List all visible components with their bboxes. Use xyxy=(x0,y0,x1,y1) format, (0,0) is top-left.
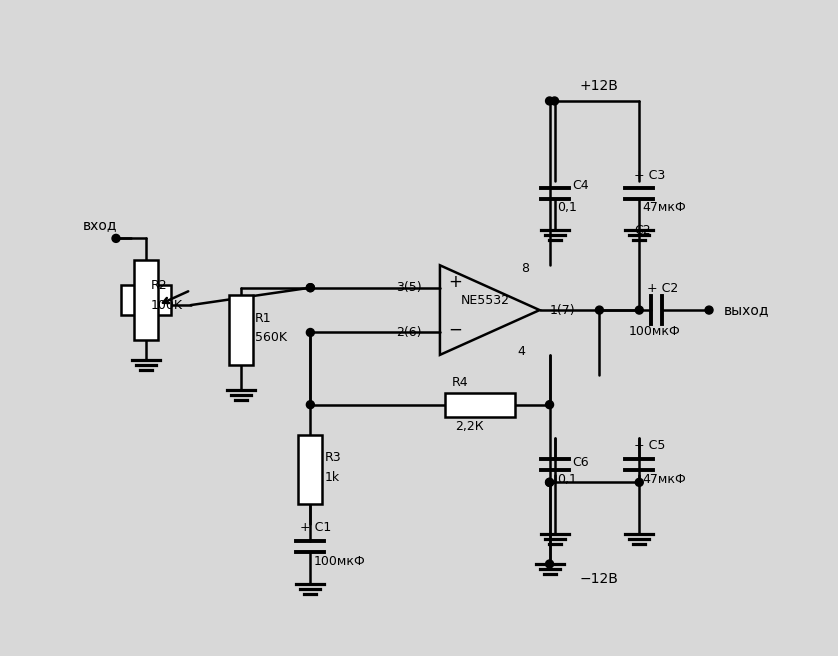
Text: R1: R1 xyxy=(255,312,272,325)
Text: R4: R4 xyxy=(452,377,468,389)
Circle shape xyxy=(546,560,554,568)
Text: 0,1: 0,1 xyxy=(557,473,577,486)
Text: + C1: + C1 xyxy=(300,521,332,533)
Text: R2: R2 xyxy=(151,279,168,292)
Text: вход: вход xyxy=(83,218,117,232)
Text: 47мкФ: 47мкФ xyxy=(642,201,686,214)
Text: 2,2К: 2,2К xyxy=(456,420,484,433)
Text: +: + xyxy=(448,273,462,291)
Text: NE5532: NE5532 xyxy=(460,294,510,306)
Text: 4: 4 xyxy=(518,346,525,358)
Text: R3: R3 xyxy=(324,451,341,464)
Text: 0,1: 0,1 xyxy=(557,201,577,214)
Circle shape xyxy=(596,306,603,314)
Text: C2: C2 xyxy=(634,224,651,237)
Text: 3(5): 3(5) xyxy=(396,281,422,294)
Text: + C3: + C3 xyxy=(634,169,665,182)
Circle shape xyxy=(307,329,314,337)
Text: 100мкФ: 100мкФ xyxy=(628,325,680,338)
Circle shape xyxy=(546,401,554,409)
Text: C4: C4 xyxy=(572,179,589,192)
Bar xyxy=(229,295,252,365)
Circle shape xyxy=(635,478,644,486)
Bar xyxy=(121,285,171,315)
Circle shape xyxy=(546,478,554,486)
Text: 100K: 100K xyxy=(151,298,183,312)
Bar xyxy=(298,434,323,504)
Text: + C5: + C5 xyxy=(634,439,665,452)
Text: 47мкФ: 47мкФ xyxy=(642,473,686,486)
Text: 1(7): 1(7) xyxy=(550,304,575,317)
Circle shape xyxy=(551,97,559,105)
Text: C6: C6 xyxy=(572,456,589,469)
Circle shape xyxy=(546,97,554,105)
Text: −: − xyxy=(448,321,462,339)
Text: −12В: −12В xyxy=(579,572,618,586)
Text: 8: 8 xyxy=(520,262,529,275)
Bar xyxy=(134,260,158,340)
Text: 2(6): 2(6) xyxy=(396,326,422,339)
Text: выход: выход xyxy=(724,303,769,317)
Text: 100мкФ: 100мкФ xyxy=(313,554,365,567)
Circle shape xyxy=(705,306,713,314)
Bar xyxy=(445,393,515,417)
Text: 1k: 1k xyxy=(324,471,339,484)
Circle shape xyxy=(307,283,314,292)
Text: + C2: + C2 xyxy=(647,281,679,295)
Circle shape xyxy=(112,234,120,242)
Circle shape xyxy=(635,306,644,314)
Text: 560K: 560K xyxy=(255,331,287,344)
Circle shape xyxy=(307,283,314,292)
Text: +12В: +12В xyxy=(579,79,618,93)
Circle shape xyxy=(307,401,314,409)
Circle shape xyxy=(546,478,554,486)
